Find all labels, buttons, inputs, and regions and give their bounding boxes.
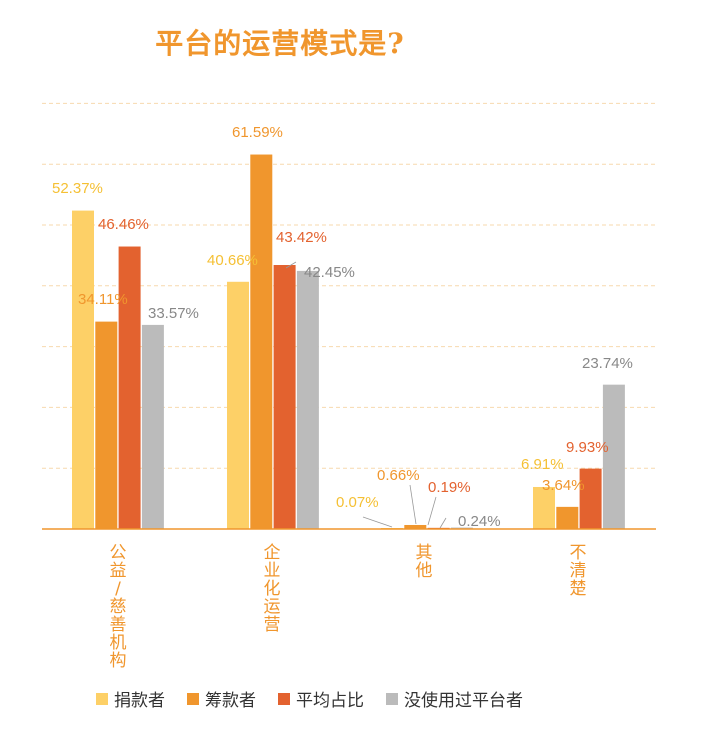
bar bbox=[141, 324, 164, 529]
data-label: 6.91% bbox=[521, 456, 564, 473]
data-labels: 52.37% 34.11% 46.46% 33.57% 40.66% 61.59% 43.4… bbox=[52, 124, 633, 530]
data-label: 42.45% bbox=[304, 264, 355, 281]
data-label: 34.11% bbox=[78, 291, 128, 308]
gridlines bbox=[42, 102, 656, 469]
legend-swatch bbox=[278, 692, 290, 705]
data-label: 0.07% bbox=[336, 494, 379, 511]
legend-item: 捐款者 bbox=[96, 686, 165, 711]
leader-line bbox=[439, 517, 447, 529]
legend-label: 捐款者 bbox=[114, 691, 165, 711]
leader-line bbox=[285, 261, 297, 269]
bar bbox=[602, 384, 625, 529]
data-label: 52.37% bbox=[52, 180, 103, 197]
data-label: 0.24% bbox=[458, 513, 501, 530]
bar bbox=[296, 270, 319, 529]
legend: 捐款者 筹款者 平均占比 没使用过平台者 bbox=[96, 686, 523, 711]
category-label: 其他 bbox=[416, 543, 433, 581]
bar bbox=[556, 506, 579, 529]
legend-label: 没使用过平台者 bbox=[404, 691, 523, 711]
category-label: 公益/慈善机构 bbox=[110, 543, 127, 671]
bar bbox=[118, 246, 141, 529]
bar bbox=[72, 210, 94, 529]
category-label: 企业化运营 bbox=[264, 543, 281, 635]
bar bbox=[95, 321, 118, 529]
legend-item: 没使用过平台者 bbox=[386, 686, 523, 711]
legend-label: 筹款者 bbox=[205, 691, 256, 711]
legend-label: 平均占比 bbox=[296, 691, 364, 711]
bar bbox=[273, 265, 296, 529]
bar bbox=[579, 468, 602, 529]
data-label: 33.57% bbox=[148, 305, 199, 322]
category-labels: 公益/慈善机构 企业化运营 其他 不清楚 bbox=[110, 543, 587, 671]
leader-line bbox=[409, 484, 417, 525]
data-label: 0.66% bbox=[377, 467, 420, 484]
data-label: 40.66% bbox=[207, 252, 258, 269]
leader-lines bbox=[285, 261, 447, 529]
data-label: 0.19% bbox=[428, 479, 471, 496]
legend-swatch bbox=[96, 692, 108, 705]
bar bbox=[404, 524, 427, 529]
bar bbox=[227, 281, 249, 529]
bar bbox=[250, 154, 273, 529]
leader-line bbox=[427, 496, 437, 526]
data-label: 61.59% bbox=[232, 124, 283, 141]
legend-swatch bbox=[187, 692, 199, 705]
data-label: 46.46% bbox=[98, 216, 149, 233]
bars bbox=[72, 154, 625, 529]
category-label: 不清楚 bbox=[570, 543, 587, 599]
bar-chart: 52.37% 34.11% 46.46% 33.57% 40.66% 61.59% 43.4… bbox=[42, 102, 656, 671]
legend-swatch bbox=[386, 692, 398, 705]
legend-item: 平均占比 bbox=[278, 686, 364, 711]
legend-item: 筹款者 bbox=[187, 686, 256, 711]
data-label: 43.42% bbox=[276, 229, 327, 246]
bar bbox=[533, 486, 555, 529]
data-label: 9.93% bbox=[566, 439, 609, 456]
leader-line bbox=[362, 516, 393, 528]
chart-title: 平台的运营模式是? bbox=[155, 27, 405, 60]
data-label: 23.74% bbox=[582, 355, 633, 372]
data-label: 3.64% bbox=[542, 477, 585, 494]
